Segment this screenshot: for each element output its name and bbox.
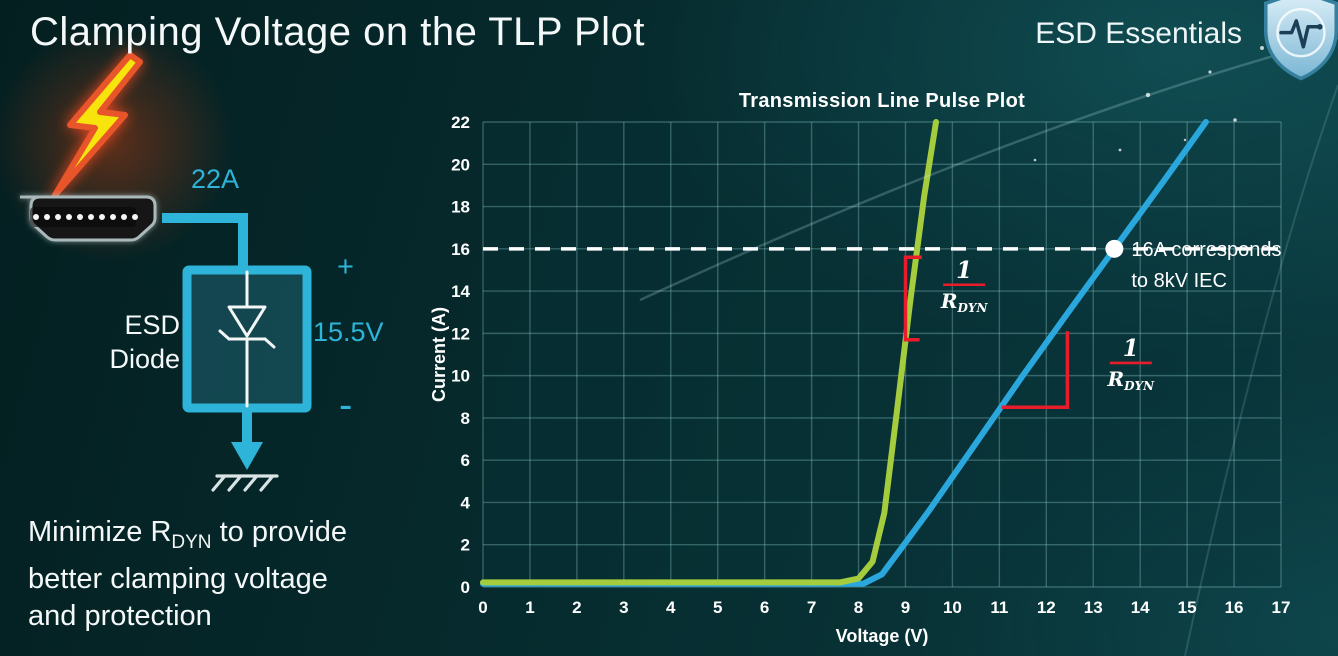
- rdyn-fraction-numerator: 1: [956, 257, 972, 284]
- y-tick-label: 8: [461, 409, 470, 428]
- y-tick-label: 10: [451, 367, 470, 386]
- rdyn-fraction-denominator: RDYN: [1106, 367, 1155, 393]
- plus-polarity-label: +: [337, 251, 354, 283]
- connector-pins: [33, 214, 138, 220]
- rdyn-slope-indicator: [903, 255, 922, 342]
- blue-curve-higher-rdyn: [480, 119, 1209, 587]
- minus-polarity-label: -: [339, 383, 353, 427]
- y-tick-label: 6: [461, 451, 470, 470]
- takeaway-note: Minimize RDYN to provide better clamping…: [28, 514, 347, 635]
- y-tick-label: 12: [451, 324, 470, 343]
- ground-arrow-icon: [231, 442, 263, 470]
- zener-diode-symbol-icon: [218, 270, 276, 408]
- tlp-chart: 0 1 2 3 4 5 6 7 8 9 10 11 12 13 14 15 16 1702468101214161…: [429, 90, 1291, 646]
- x-tick-label: 2: [572, 598, 581, 617]
- y-tick-label: 4: [461, 493, 471, 512]
- x-tick-label: 9: [901, 598, 910, 617]
- y-tick-label: 16: [451, 240, 470, 259]
- brand-text: ESD Essentials: [1035, 17, 1242, 50]
- y-tick-label: 2: [461, 536, 470, 555]
- x-tick-label: 3: [619, 598, 628, 617]
- note-line2: better clamping voltage: [28, 562, 328, 595]
- x-tick-label: 16: [1225, 598, 1244, 617]
- marker-label-line1: 16A corresponds: [1131, 239, 1281, 261]
- y-axis-label: Current (A): [429, 307, 449, 402]
- rdyn-fraction-numerator: 1: [1123, 335, 1139, 362]
- clamp-voltage-label: 15.5V: [313, 317, 384, 347]
- y-tick-label: 18: [451, 198, 470, 217]
- esd-diode-label: ESD Diode: [88, 308, 180, 376]
- x-tick-label: 1: [525, 598, 534, 617]
- note-line3: and protection: [28, 599, 212, 632]
- y-tick-label: 0: [461, 578, 470, 597]
- y-tick-label: 20: [451, 155, 470, 174]
- x-tick-label: 4: [666, 598, 676, 617]
- rdyn-subscript: DYN: [171, 531, 212, 553]
- note-line1: Minimize RDYN to provide: [28, 516, 347, 553]
- pulse-line-icon: [1279, 19, 1322, 49]
- lightning-bolt-icon: [52, 52, 143, 198]
- y-tick-label: 22: [451, 113, 470, 132]
- page-title: Clamping Voltage on the TLP Plot: [30, 10, 645, 54]
- pulse-end-dot: [1316, 23, 1323, 30]
- x-tick-label: 13: [1084, 598, 1103, 617]
- x-tick-label: 7: [807, 598, 816, 617]
- x-tick-label: 14: [1131, 598, 1150, 617]
- ground-symbol-icon: [211, 474, 279, 492]
- rdyn-fraction-denominator: RDYN: [940, 289, 989, 315]
- surge-current-label: 22A: [191, 164, 240, 194]
- hdmi-connector-icon: [20, 195, 157, 242]
- x-tick-label: 8: [854, 598, 863, 617]
- esd-circuit-diagram: [20, 52, 312, 492]
- x-tick-label: 12: [1037, 598, 1056, 617]
- marker-dot-16A: [1105, 239, 1124, 258]
- x-tick-label: 15: [1178, 598, 1197, 617]
- chart-title: Transmission Line Pulse Plot: [739, 90, 1025, 112]
- x-tick-label: 11: [990, 598, 1008, 617]
- shield-logo-icon: [1263, 0, 1338, 81]
- x-tick-label: 6: [760, 598, 769, 617]
- x-tick-label: 10: [943, 598, 962, 617]
- rdyn-slope-indicator: [1001, 331, 1070, 410]
- x-axis-label: Voltage (V): [836, 626, 929, 646]
- esd-diode-label-line2: Diode: [109, 344, 180, 374]
- x-tick-label: 17: [1272, 598, 1291, 617]
- green-curve-lower-rdyn: [480, 119, 939, 586]
- marker-label-line2: to 8kV IEC: [1131, 270, 1227, 292]
- surge-wire: [162, 213, 248, 272]
- esd-diode-label-line1: ESD: [124, 310, 180, 340]
- x-tick-label: 5: [713, 598, 722, 617]
- shield-inner-circle: [1276, 7, 1326, 58]
- x-tick-label: 0: [478, 598, 487, 617]
- y-tick-label: 14: [451, 282, 470, 301]
